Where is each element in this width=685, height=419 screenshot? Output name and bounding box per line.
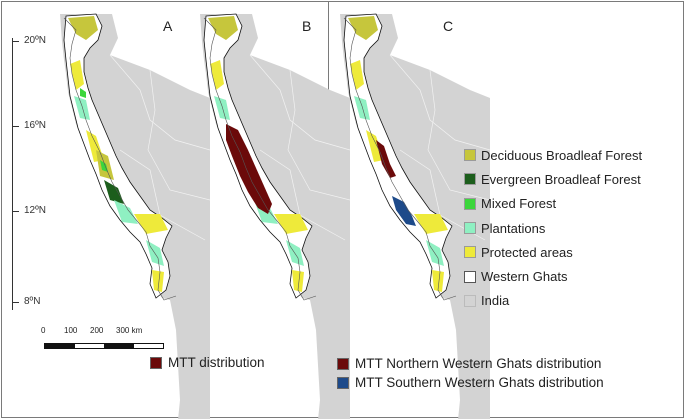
legend-swatch	[464, 222, 476, 235]
legend-label: Western Ghats	[481, 269, 568, 285]
forest-patches-a	[68, 16, 168, 292]
latitude-axis	[12, 38, 13, 310]
mtt-northern-distribution-legend: MTT Northern Western Ghats distribution	[337, 356, 601, 371]
legend-swatch	[464, 270, 476, 283]
map-panel-a	[60, 13, 211, 419]
panel-label-a: A	[163, 18, 173, 34]
legend-item: Evergreen Broadleaf Forest	[464, 167, 642, 191]
scale-tick-label: 200	[90, 326, 104, 335]
legend-label: Protected areas	[481, 244, 573, 260]
legend-item: Deciduous Broadleaf Forest	[464, 143, 642, 167]
latitude-tick	[12, 211, 19, 212]
legend-item: Plantations	[464, 216, 642, 240]
latitude-tick	[12, 126, 19, 127]
latitude-label-20: 20ºN	[24, 35, 46, 46]
legend-item: Mixed Forest	[464, 192, 642, 216]
scale-tick-label: 100	[64, 326, 78, 335]
distribution-label: MTT Southern Western Ghats distribution	[355, 375, 604, 390]
mtt-southern-distribution-legend: MTT Southern Western Ghats distribution	[337, 375, 604, 390]
legend-label: Evergreen Broadleaf Forest	[481, 171, 641, 187]
legend-swatch	[464, 246, 476, 259]
mtt-distribution-legend: MTT distribution	[150, 355, 265, 370]
distribution-swatch	[337, 376, 349, 389]
latitude-label-16: 16ºN	[24, 120, 46, 131]
mtt-southern-distribution-area	[392, 196, 416, 226]
scale-bar: 0 100 200 300 km	[40, 326, 200, 356]
distribution-swatch	[337, 357, 349, 370]
scale-tick-label: 0	[41, 326, 46, 335]
map-legend: Deciduous Broadleaf Forest Evergreen Bro…	[464, 143, 642, 313]
map-panel-c	[340, 13, 491, 419]
panel-label-c: C	[443, 18, 454, 34]
latitude-label-12: 12ºN	[24, 205, 46, 216]
mtt-northern-distribution-area	[376, 140, 396, 178]
distribution-swatch	[150, 356, 162, 369]
latitude-label-8: 8ºN	[24, 296, 41, 307]
latitude-tick	[12, 41, 19, 42]
scale-bar-graphic	[44, 343, 164, 349]
legend-label: Mixed Forest	[481, 196, 557, 212]
map-panel-b	[200, 13, 351, 419]
legend-swatch	[464, 197, 476, 210]
forest-patches-c	[348, 16, 448, 292]
legend-swatch	[464, 149, 476, 162]
legend-swatch	[464, 294, 476, 307]
legend-label: Plantations	[481, 220, 546, 236]
distribution-label: MTT Northern Western Ghats distribution	[355, 356, 602, 371]
legend-swatch	[464, 173, 476, 186]
legend-label: Deciduous Broadleaf Forest	[481, 147, 643, 163]
scale-tick-label: 300 km	[116, 326, 143, 335]
legend-label: India	[481, 293, 510, 309]
latitude-tick	[12, 302, 19, 303]
legend-item: Western Ghats	[464, 264, 642, 288]
legend-item: Protected areas	[464, 240, 642, 264]
legend-item: India	[464, 289, 642, 313]
panel-label-b: B	[302, 18, 312, 34]
distribution-label: MTT distribution	[168, 355, 265, 370]
